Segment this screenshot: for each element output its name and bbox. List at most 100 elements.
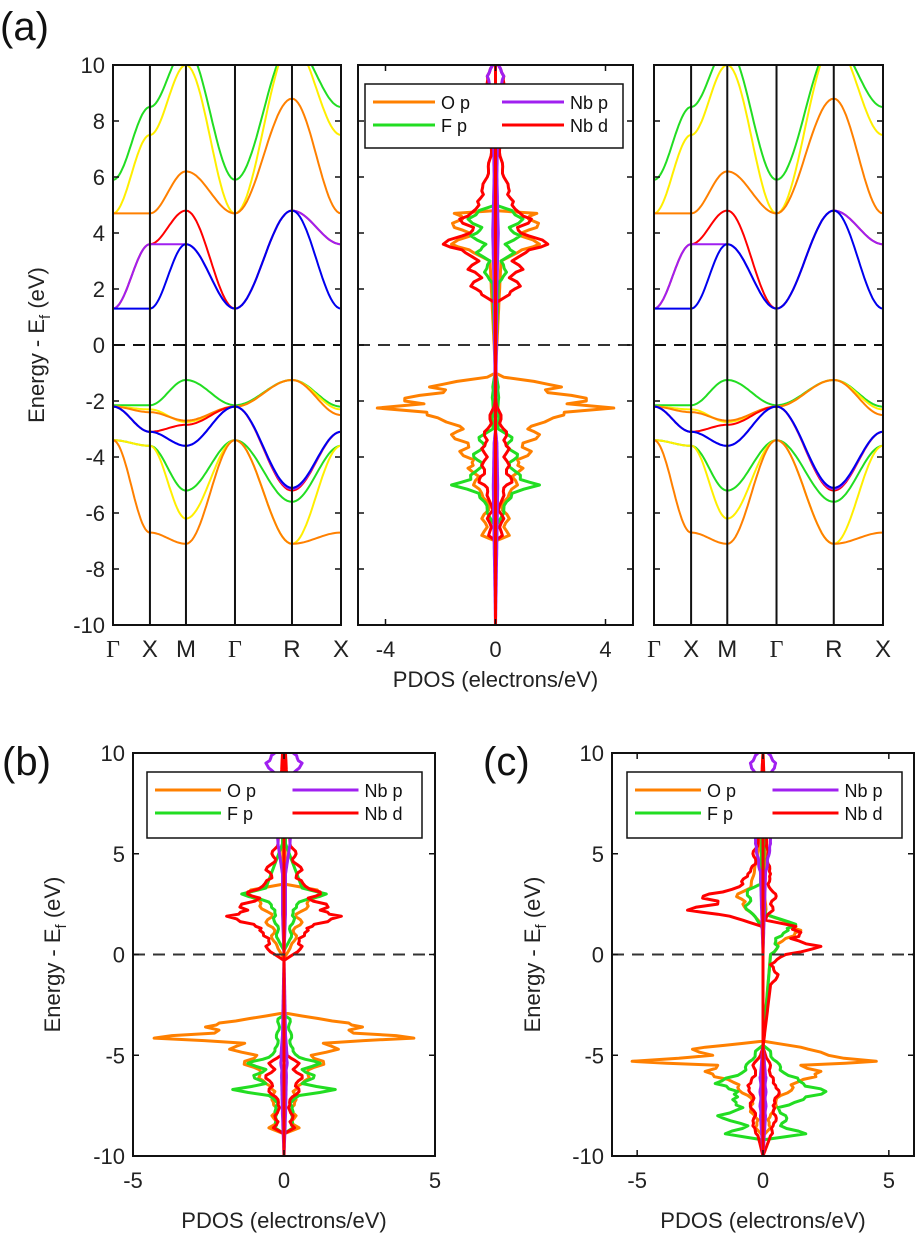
band-line-blue-lo: [654, 405, 883, 489]
band-line-yellow-up: [113, 65, 341, 215]
kpoint-label: X: [875, 636, 891, 663]
band-line-orange-lo1: [113, 378, 341, 422]
y-tick-label: -10: [572, 1144, 604, 1169]
y-tick-label: 10: [101, 741, 125, 766]
legend-entry: F p: [227, 804, 253, 824]
legend-box: [146, 771, 423, 839]
x-tick-label: -5: [627, 1168, 647, 1193]
x-tick-label: -4: [376, 637, 396, 662]
bands: [654, 65, 883, 545]
band-line-yellow-lo2: [654, 439, 883, 545]
y-tick-label: -8: [85, 557, 105, 582]
band-line-blue-lo: [113, 405, 341, 489]
y-axis-label-tail: (eV): [24, 267, 49, 315]
legend: O p F p Nb p Nb d: [626, 771, 903, 839]
bands: [113, 65, 341, 545]
x-axis-label: PDOS (electrons/eV): [181, 1208, 386, 1233]
band-line-orange-up: [654, 97, 883, 215]
band-line-blue-up: [654, 209, 883, 310]
y-axis-label-main: Energy - E: [24, 319, 49, 423]
band-line-orange-lo2: [113, 439, 341, 545]
y-axis-label: Energy - Ef (eV): [40, 877, 70, 1033]
band-line-orange-up: [113, 97, 341, 215]
y-tick-label: 8: [93, 109, 105, 134]
band-line-orange-lo1: [654, 378, 883, 422]
panel-label-c: (c): [483, 740, 530, 784]
y-tick-label: 10: [81, 53, 105, 78]
kpoint-label: X: [333, 636, 349, 663]
x-tick-label: 5: [883, 1168, 895, 1193]
y-tick-label: -5: [584, 1043, 604, 1068]
x-tick-label: 0: [757, 1168, 769, 1193]
panel-label-b: (b): [2, 740, 51, 784]
y-axis-label-subscript: f: [37, 314, 54, 319]
y-axis-label-subscript: f: [533, 923, 550, 928]
y-tick-label: -5: [105, 1043, 125, 1068]
y-axis-label-main: Energy - E: [520, 928, 545, 1032]
band-line-orange-lo2: [654, 439, 883, 545]
legend-entry: F p: [707, 804, 733, 824]
legend-entry: Nb p: [570, 93, 608, 113]
kpoint-label: Γ: [228, 637, 242, 663]
legend-box: [626, 771, 903, 839]
legend-entry: Nb d: [570, 116, 608, 136]
kpoint-label: X: [142, 636, 158, 663]
legend-entry: F p: [441, 116, 467, 136]
y-axis-label: Energy - Ef (eV): [520, 877, 550, 1033]
y-tick-label: -10: [93, 1144, 125, 1169]
kpoint-label: R: [283, 636, 300, 663]
legend-entry: Nb p: [845, 781, 883, 801]
pdos-panel-c: -5 0 5 -10 -5 0 5 10 PDOS (electrons/eV) Energy -…: [520, 741, 915, 1233]
x-axis-label: PDOS (electrons/eV): [660, 1208, 865, 1233]
y-tick-label: 5: [592, 842, 604, 867]
legend-entry: O p: [441, 93, 470, 113]
y-tick-label: 2: [93, 277, 105, 302]
y-axis-label-tail: (eV): [40, 877, 65, 925]
band-line-green-up: [113, 65, 341, 181]
band-line-yellow-lo2: [113, 439, 341, 545]
y-tick-label: -10: [73, 613, 105, 638]
band-line-blue-up: [113, 209, 341, 310]
band-line-green-up: [654, 65, 883, 181]
y-axis-label-main: Energy - E: [40, 928, 65, 1032]
kpoint-label: M: [176, 636, 196, 663]
y-tick-label: -6: [85, 501, 105, 526]
x-tick-label: 0: [489, 637, 501, 662]
kpoint-label: R: [825, 636, 842, 663]
x-tick-label: -5: [123, 1168, 143, 1193]
kpoint-label: M: [717, 636, 737, 663]
y-tick-label: 0: [592, 943, 604, 968]
y-axis-label-subscript: f: [53, 923, 70, 928]
legend-entry: O p: [227, 781, 256, 801]
x-axis-label: PDOS (electrons/eV): [393, 667, 598, 692]
legend: O p F p Nb p Nb d: [364, 83, 624, 149]
kpoint-label: Γ: [647, 637, 661, 663]
x-tick-label: 5: [429, 1168, 441, 1193]
kpoint-label: X: [683, 636, 699, 663]
y-tick-label: 4: [93, 221, 105, 246]
legend-box: [364, 83, 624, 149]
y-tick-label: 0: [93, 333, 105, 358]
x-tick-label: 4: [599, 637, 611, 662]
panel-label-a: (a): [0, 5, 49, 49]
y-tick-label: -2: [85, 389, 105, 414]
legend-entry: Nb d: [365, 804, 403, 824]
y-axis-label-tail: (eV): [520, 877, 545, 925]
legend-entry: Nb p: [365, 781, 403, 801]
y-tick-label: 6: [93, 165, 105, 190]
y-tick-label: 5: [113, 842, 125, 867]
y-tick-label: 0: [113, 943, 125, 968]
kpoint-label: Γ: [106, 637, 120, 663]
band-line-yellow-up: [654, 65, 883, 215]
legend-entry: O p: [707, 781, 736, 801]
y-tick-label: 10: [580, 741, 604, 766]
legend-entry: Nb d: [845, 804, 883, 824]
y-axis-label: Energy - Ef (eV): [24, 267, 54, 423]
pdos-curves: [375, 65, 616, 625]
x-tick-label: 0: [278, 1168, 290, 1193]
